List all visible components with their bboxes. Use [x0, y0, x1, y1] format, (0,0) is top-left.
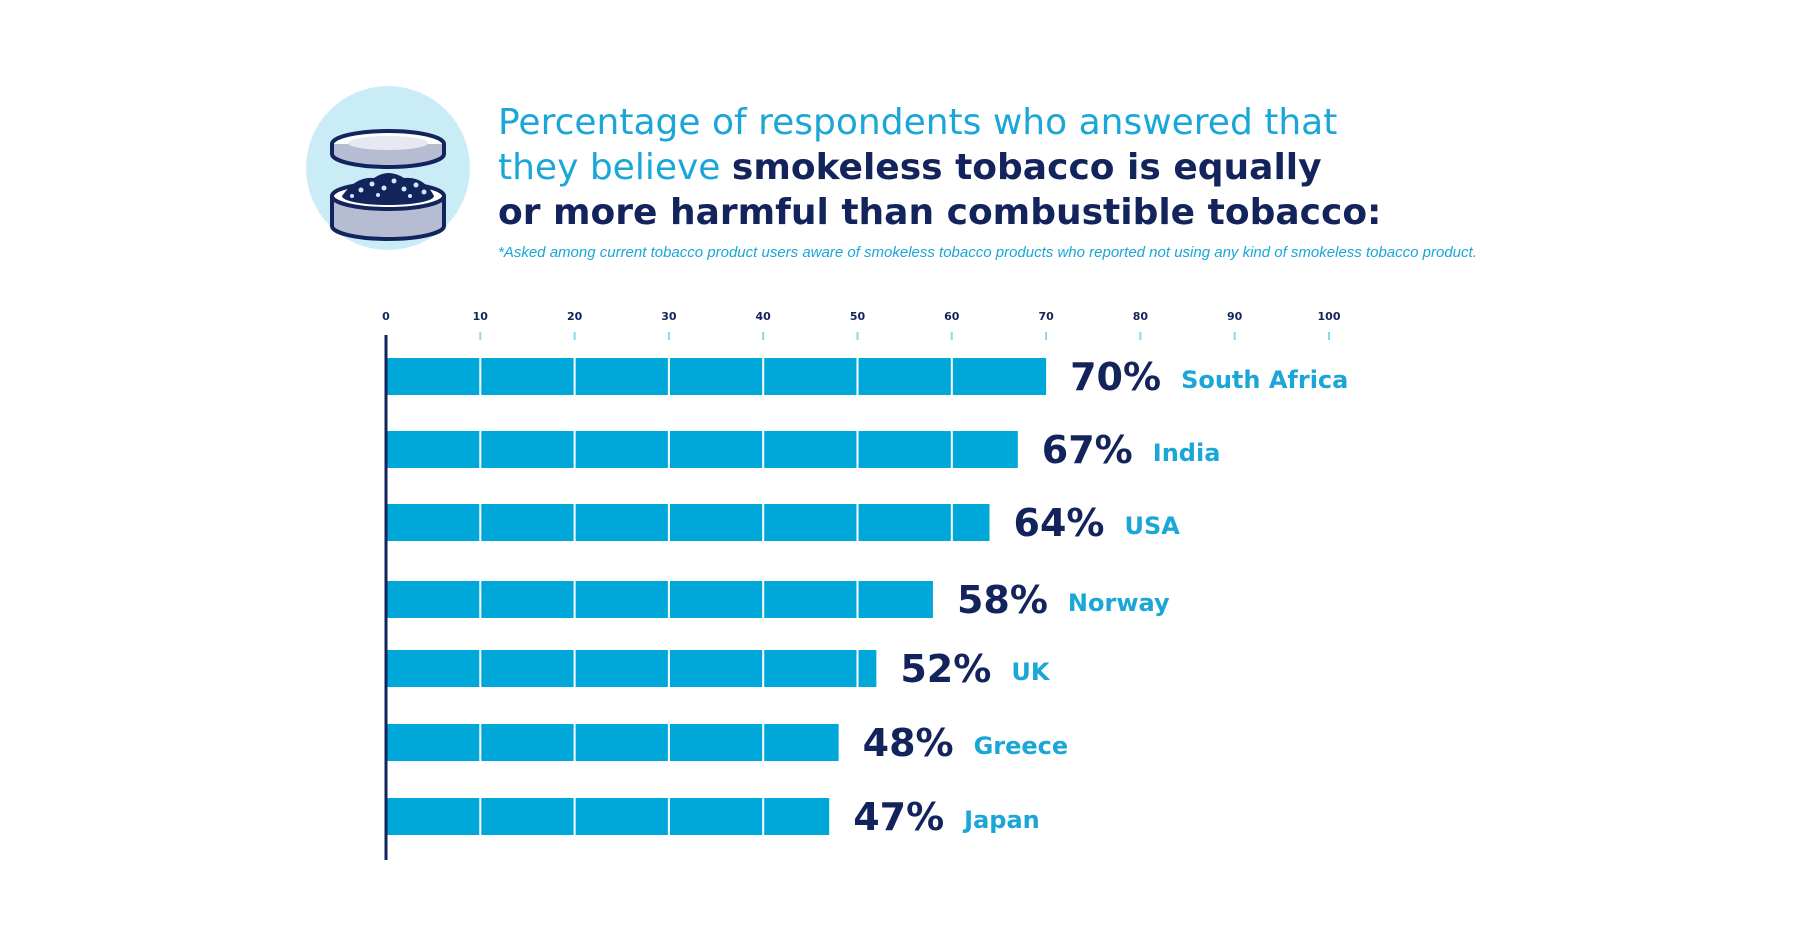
bar	[386, 724, 839, 761]
title-line-1: Percentage of respondents who answered t…	[498, 102, 1338, 143]
chart-title: Percentage of respondents who answered t…	[498, 100, 1598, 235]
value-label: 64%	[1014, 501, 1105, 545]
value-label: 67%	[1042, 428, 1133, 472]
category-label: UK	[1011, 658, 1050, 686]
category-label: USA	[1124, 512, 1180, 540]
bar	[386, 581, 933, 618]
bar	[386, 650, 877, 687]
title-line-2-plain: they believe	[498, 147, 732, 188]
x-tick-label: 50	[850, 310, 866, 323]
x-tick-label: 20	[567, 310, 583, 323]
value-label: 47%	[853, 795, 944, 839]
tobacco-tin-icon	[306, 86, 470, 250]
value-label: 58%	[957, 578, 1048, 622]
x-tick-label: 90	[1227, 310, 1243, 323]
x-tick-label: 100	[1318, 310, 1341, 323]
title-line-2-bold: smokeless tobacco is equally	[731, 147, 1322, 188]
title-line-2: they believe smokeless tobacco is equall…	[498, 145, 1598, 190]
x-tick-label: 70	[1038, 310, 1054, 323]
bar	[386, 358, 1047, 395]
category-label: Japan	[962, 806, 1040, 834]
footnote: *Asked among current tobacco product use…	[498, 244, 1477, 261]
bar	[386, 504, 990, 541]
category-label: South Africa	[1181, 366, 1348, 394]
category-label: Greece	[974, 732, 1069, 760]
x-tick-label: 10	[473, 310, 489, 323]
value-label: 48%	[863, 721, 954, 765]
x-tick-label: 30	[661, 310, 677, 323]
title-line-3: or more harmful than combustible tobacco…	[498, 192, 1382, 233]
category-label: India	[1153, 439, 1221, 467]
bar	[386, 431, 1018, 468]
x-tick-label: 40	[756, 310, 772, 323]
category-label: Norway	[1068, 589, 1170, 617]
bar	[386, 798, 830, 835]
value-label: 52%	[900, 647, 991, 691]
x-tick-label: 0	[382, 310, 390, 323]
value-label: 70%	[1070, 355, 1161, 399]
x-tick-label: 60	[944, 310, 960, 323]
x-tick-label: 80	[1133, 310, 1149, 323]
